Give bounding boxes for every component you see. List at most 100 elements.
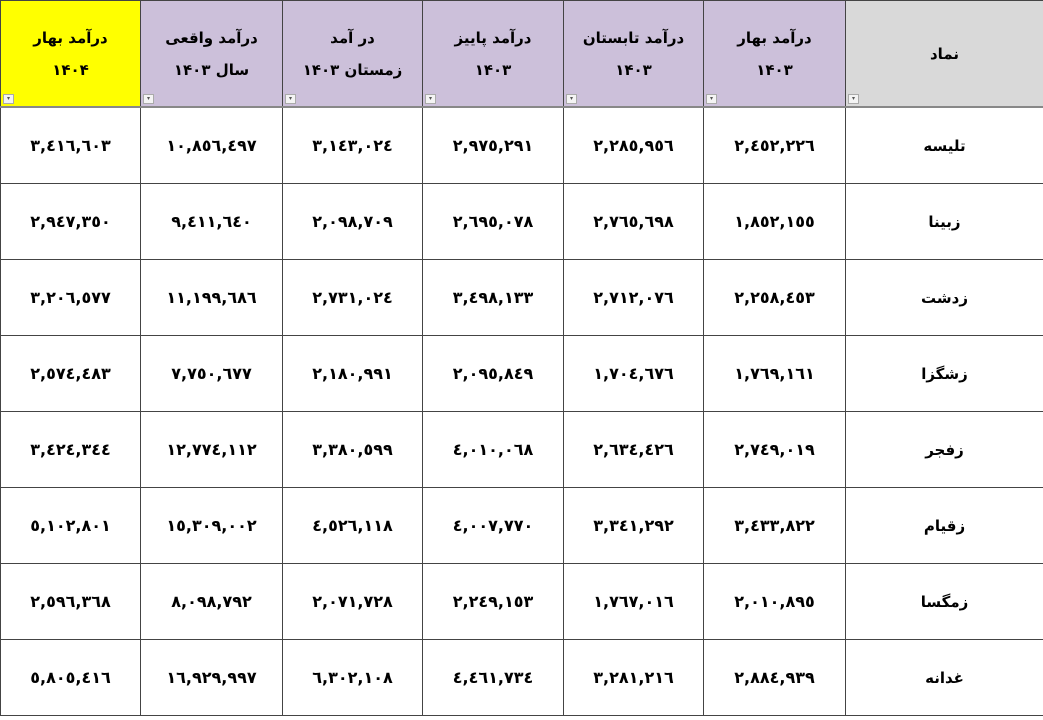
value-cell[interactable]: ٢,٠١٠,٨٩٥	[703, 563, 846, 640]
cell-value: ٤,٠٠٧,٧٧٠	[452, 516, 534, 535]
value-cell[interactable]: ١١,١٩٩,٦٨٦	[140, 259, 283, 336]
cell-value: ٢,٠٧١,٧٢٨	[312, 592, 393, 611]
value-cell[interactable]: ٢,٢٤٩,١٥٣	[422, 563, 564, 640]
value-cell[interactable]: ٣,٢٠٦,٥٧٧	[0, 259, 141, 336]
symbol-cell[interactable]: زمگسا	[845, 563, 1043, 640]
header-label: درآمد پاییز	[454, 28, 532, 47]
symbol-cell[interactable]: تلیسه	[845, 106, 1043, 184]
value-cell[interactable]: ١,٧٦٩,١٦١	[703, 335, 846, 412]
cell-value: ١٥,٣٠٩,٠٠٢	[166, 516, 257, 535]
column-header[interactable]: درآمد تابستان ۱۴۰۳ ▾	[563, 0, 704, 108]
filter-dropdown-icon[interactable]: ▾	[143, 94, 154, 104]
cell-value: ٢,٠٩٥,٨٤٩	[452, 364, 534, 383]
value-cell[interactable]: ٧,٧٥٠,٦٧٧	[140, 335, 283, 412]
value-cell[interactable]: ٩,٤١١,٦٤٠	[140, 183, 283, 260]
value-cell[interactable]: ٥,١٠٢,٨٠١	[0, 487, 141, 564]
cell-value: ٢,٠٩٨,٧٠٩	[312, 212, 393, 231]
value-cell[interactable]: ١٢,٧٧٤,١١٢	[140, 411, 283, 488]
value-cell[interactable]: ٤,٠٠٧,٧٧٠	[422, 487, 564, 564]
column-header[interactable]: درآمد بهار ۱۴۰۳ ▾	[703, 0, 846, 108]
column-header[interactable]: نماد ▾	[845, 0, 1043, 108]
value-cell[interactable]: ٢,٠٩٥,٨٤٩	[422, 335, 564, 412]
cell-value: ١٠,٨٥٦,٤٩٧	[166, 136, 257, 155]
value-cell[interactable]: ١,٧٦٧,٠١٦	[563, 563, 704, 640]
cell-value: ٨,٠٩٨,٧٩٢	[171, 592, 252, 611]
cell-value: ٢,٢٥٨,٤٥٣	[734, 288, 815, 307]
value-cell[interactable]: ٤,٥٢٦,١١٨	[282, 487, 423, 564]
filter-dropdown-icon[interactable]: ▾	[285, 94, 296, 104]
value-cell[interactable]: ٢,٩٧٥,٢٩١	[422, 106, 564, 184]
value-cell[interactable]: ٦,٣٠٢,١٠٨	[282, 639, 423, 716]
symbol-cell[interactable]: زشگزا	[845, 335, 1043, 412]
table-row: زفجر ٢,٧٤٩,٠١٩ ٢,٦٣٤,٤٢٦ ٤,٠١٠,٠٦٨ ٣,٣٨٠,٥٩٩…	[0, 411, 1043, 488]
symbol-cell[interactable]: زفجر	[845, 411, 1043, 488]
value-cell[interactable]: ٣,٤١٦,٦٠٣	[0, 106, 141, 184]
column-header[interactable]: در آمد زمستان ۱۴۰۳ ▾	[282, 0, 423, 108]
filter-dropdown-icon[interactable]: ▾	[566, 94, 577, 104]
value-cell[interactable]: ٢,٧٤٩,٠١٩	[703, 411, 846, 488]
column-header[interactable]: درآمد بهار ۱۴۰۴ ▾	[0, 0, 141, 108]
value-cell[interactable]: ٣,٤٩٨,١٣٣	[422, 259, 564, 336]
value-cell[interactable]: ٣,١٤٣,٠٢٤	[282, 106, 423, 184]
table-row: زمگسا ٢,٠١٠,٨٩٥ ١,٧٦٧,٠١٦ ٢,٢٤٩,١٥٣ ٢,٠٧١,٧٢…	[0, 563, 1043, 640]
column-header[interactable]: درآمد واقعی سال ۱۴۰۳ ▾	[140, 0, 283, 108]
cell-value: ٢,٩٤٧,٣٥٠	[30, 212, 111, 231]
cell-value: ١,٧٠٤,٦٧٦	[593, 364, 674, 383]
value-cell[interactable]: ٣,٢٨١,٢١٦	[563, 639, 704, 716]
value-cell[interactable]: ١,٧٠٤,٦٧٦	[563, 335, 704, 412]
value-cell[interactable]: ٢,٠٩٨,٧٠٩	[282, 183, 423, 260]
header-sublabel: زمستان ۱۴۰۳	[302, 60, 403, 79]
symbol-cell[interactable]: زبینا	[845, 183, 1043, 260]
value-cell[interactable]: ٢,٢٥٨,٤٥٣	[703, 259, 846, 336]
cell-value: ٥,١٠٢,٨٠١	[30, 516, 111, 535]
cell-value: ٤,٥٢٦,١١٨	[312, 516, 393, 535]
header-label: درآمد بهار	[737, 28, 812, 47]
header-sublabel: ۱۴۰۴	[52, 60, 89, 79]
filter-dropdown-icon[interactable]: ▾	[706, 94, 717, 104]
filter-dropdown-icon[interactable]: ▾	[848, 94, 859, 104]
value-cell[interactable]: ٢,٦٩٥,٠٧٨	[422, 183, 564, 260]
symbol-cell[interactable]: زدشت	[845, 259, 1043, 336]
value-cell[interactable]: ٨,٠٩٨,٧٩٢	[140, 563, 283, 640]
value-cell[interactable]: ٥,٨٠٥,٤١٦	[0, 639, 141, 716]
header-sublabel: سال ۱۴۰۳	[173, 60, 250, 79]
value-cell[interactable]: ٢,٦٣٤,٤٢٦	[563, 411, 704, 488]
value-cell[interactable]: ٢,٥٩٦,٣٦٨	[0, 563, 141, 640]
value-cell[interactable]: ٣,٤٣٣,٨٢٢	[703, 487, 846, 564]
value-cell[interactable]: ٤,٤٦١,٧٣٤	[422, 639, 564, 716]
value-cell[interactable]: ١٥,٣٠٩,٠٠٢	[140, 487, 283, 564]
cell-value: ٩,٤١١,٦٤٠	[171, 212, 252, 231]
cell-value: ٢,٦٣٤,٤٢٦	[593, 440, 674, 459]
value-cell[interactable]: ١,٨٥٢,١٥٥	[703, 183, 846, 260]
value-cell[interactable]: ٢,٧٣١,٠٢٤	[282, 259, 423, 336]
value-cell[interactable]: ٢,٧١٢,٠٧٦	[563, 259, 704, 336]
value-cell[interactable]: ٢,٧٦٥,٦٩٨	[563, 183, 704, 260]
value-cell[interactable]: ٢,٠٧١,٧٢٨	[282, 563, 423, 640]
header-label: نماد	[929, 44, 960, 63]
value-cell[interactable]: ٢,٢٨٥,٩٥٦	[563, 106, 704, 184]
value-cell[interactable]: ٢,٨٨٤,٩٣٩	[703, 639, 846, 716]
symbol-cell[interactable]: غدانه	[845, 639, 1043, 716]
cell-value: ٥,٨٠٥,٤١٦	[30, 668, 111, 687]
column-header[interactable]: درآمد پاییز ۱۴۰۳ ▾	[422, 0, 564, 108]
value-cell[interactable]: ٣,٤٢٤,٣٤٤	[0, 411, 141, 488]
cell-value: ٢,٥٧٤,٤٨٣	[30, 364, 111, 383]
filter-active-icon[interactable]: ▾	[3, 94, 14, 104]
cell-value: ٣,٤١٦,٦٠٣	[30, 136, 111, 155]
value-cell[interactable]: ١٦,٩٢٩,٩٩٧	[140, 639, 283, 716]
value-cell[interactable]: ٣,٣٨٠,٥٩٩	[282, 411, 423, 488]
cell-value: ٧,٧٥٠,٦٧٧	[171, 364, 252, 383]
cell-value: ٢,٢٤٩,١٥٣	[452, 592, 534, 611]
value-cell[interactable]: ٤,٠١٠,٠٦٨	[422, 411, 564, 488]
value-cell[interactable]: ٢,٤٥٢,٢٢٦	[703, 106, 846, 184]
symbol-cell[interactable]: زقیام	[845, 487, 1043, 564]
value-cell[interactable]: ٢,١٨٠,٩٩١	[282, 335, 423, 412]
value-cell[interactable]: ٢,٥٧٤,٤٨٣	[0, 335, 141, 412]
value-cell[interactable]: ١٠,٨٥٦,٤٩٧	[140, 106, 283, 184]
value-cell[interactable]: ٣,٣٤١,٢٩٢	[563, 487, 704, 564]
table-row: زدشت ٢,٢٥٨,٤٥٣ ٢,٧١٢,٠٧٦ ٣,٤٩٨,١٣٣ ٢,٧٣١,٠٢٤…	[0, 259, 1043, 336]
filter-dropdown-icon[interactable]: ▾	[425, 94, 436, 104]
header-label: درآمد واقعی	[165, 28, 258, 47]
value-cell[interactable]: ٢,٩٤٧,٣٥٠	[0, 183, 141, 260]
cell-value: ٣,٣٤١,٢٩٢	[593, 516, 674, 535]
